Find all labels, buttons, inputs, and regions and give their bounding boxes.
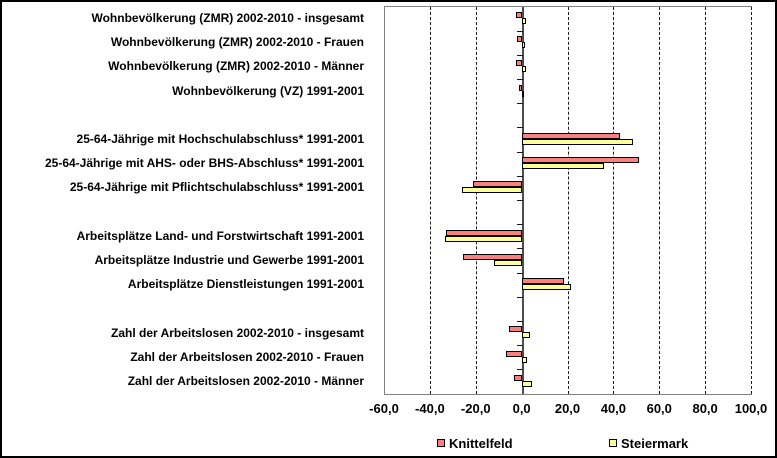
category-axis-tick [516, 320, 523, 322]
category-axis-labels: Wohnbevölkerung (ZMR) 2002-2010 - insges… [2, 6, 374, 393]
bar-knittelfeld [513, 374, 522, 381]
legend-swatch-steiermark [609, 439, 617, 447]
category-axis-tick [516, 272, 523, 274]
gridline [429, 7, 431, 394]
bar-knittelfeld [517, 36, 522, 43]
category-label: 25-64-Jährige mit Pflichtschulabschluss*… [69, 180, 364, 195]
bar-steiermark [521, 163, 605, 170]
gridline [705, 7, 707, 394]
legend-item-knittelfeld: Knittelfeld [437, 435, 513, 451]
category-axis-tick [516, 248, 523, 250]
category-axis-tick [516, 369, 523, 371]
category-label: 25-64-Jährige mit AHS- oder BHS-Abschlus… [44, 156, 364, 171]
bar-knittelfeld [509, 326, 522, 333]
bar-knittelfeld [521, 132, 621, 139]
bar-knittelfeld [473, 181, 522, 188]
bar-steiermark [521, 284, 571, 291]
category-axis-tick [516, 54, 523, 56]
category-axis-tick [516, 345, 523, 347]
bar-knittelfeld [516, 12, 522, 18]
category-axis-tick [516, 224, 523, 226]
x-tick-label: 80,0 [692, 401, 718, 416]
category-label: Wohnbevölkerung (ZMR) 2002-2010 - Frauen [110, 35, 364, 50]
x-tick-label: -40,0 [415, 401, 445, 416]
bar-steiermark [521, 138, 633, 145]
bar-steiermark [461, 187, 522, 194]
category-label: Arbeitsplätze Dienstleistungen 1991-2001 [127, 277, 364, 292]
bar-steiermark [521, 42, 525, 49]
legend-item-steiermark: Steiermark [609, 435, 688, 451]
bar-steiermark [521, 332, 530, 339]
x-tick-label: -60,0 [369, 401, 399, 416]
bar-steiermark [494, 259, 522, 266]
bar-knittelfeld [518, 84, 522, 91]
gridline [475, 7, 477, 394]
category-label: Arbeitsplätze Land- und Forstwirtschaft … [76, 228, 364, 243]
x-tick-label: 20,0 [554, 401, 581, 416]
category-axis-tick [516, 296, 523, 298]
gridline [567, 7, 569, 394]
x-tick-label: 60,0 [646, 401, 672, 416]
category-label: Wohnbevölkerung (VZ) 1991-2001 [172, 83, 364, 98]
gridline [659, 7, 661, 394]
category-axis-tick [516, 30, 523, 32]
category-axis-tick [516, 175, 523, 177]
category-label: Wohnbevölkerung (ZMR) 2002-2010 - insges… [91, 11, 364, 26]
category-label: Zahl der Arbeitslosen 2002-2010 - Männer [127, 373, 364, 388]
category-axis-tick [516, 79, 523, 81]
bar-knittelfeld [521, 157, 639, 164]
bar-steiermark [521, 18, 526, 24]
bar-steiermark [521, 66, 527, 73]
x-tick-label: 40,0 [600, 401, 627, 416]
category-label: Zahl der Arbeitslosen 2002-2010 - insges… [111, 325, 364, 340]
category-label: Zahl der Arbeitslosen 2002-2010 - Frauen [130, 349, 364, 364]
category-axis-tick [516, 200, 523, 201]
legend-swatch-knittelfeld [437, 439, 445, 447]
gridline [751, 7, 752, 394]
category-axis-tick [516, 151, 523, 153]
bar-knittelfeld [445, 229, 522, 236]
x-tick-label: 0,0 [512, 401, 531, 416]
category-axis-tick [516, 127, 523, 129]
bar-knittelfeld [521, 278, 565, 285]
legend-label-steiermark: Steiermark [621, 435, 689, 451]
legend-label-knittelfeld: Knittelfeld [449, 435, 513, 451]
plot-area [384, 6, 752, 395]
bar-knittelfeld [463, 253, 522, 260]
category-label: Wohnbevölkerung (ZMR) 2002-2010 - Männer [108, 59, 364, 74]
bar-steiermark [521, 90, 524, 97]
bar-steiermark [521, 356, 528, 363]
x-tick-label: 100,0 [734, 401, 768, 416]
category-label: Arbeitsplätze Industrie und Gewerbe 1991… [94, 252, 364, 267]
zero-axis [521, 7, 524, 394]
bar-knittelfeld [505, 350, 522, 357]
bar-steiermark [444, 235, 522, 242]
bar-steiermark [521, 380, 532, 387]
x-tick-label: -20,0 [460, 401, 491, 416]
category-label: 25-64-Jährige mit Hochschulabschluss* 19… [76, 132, 364, 147]
category-axis-tick [516, 103, 523, 105]
gridline [613, 7, 615, 394]
bar-knittelfeld [515, 60, 522, 67]
